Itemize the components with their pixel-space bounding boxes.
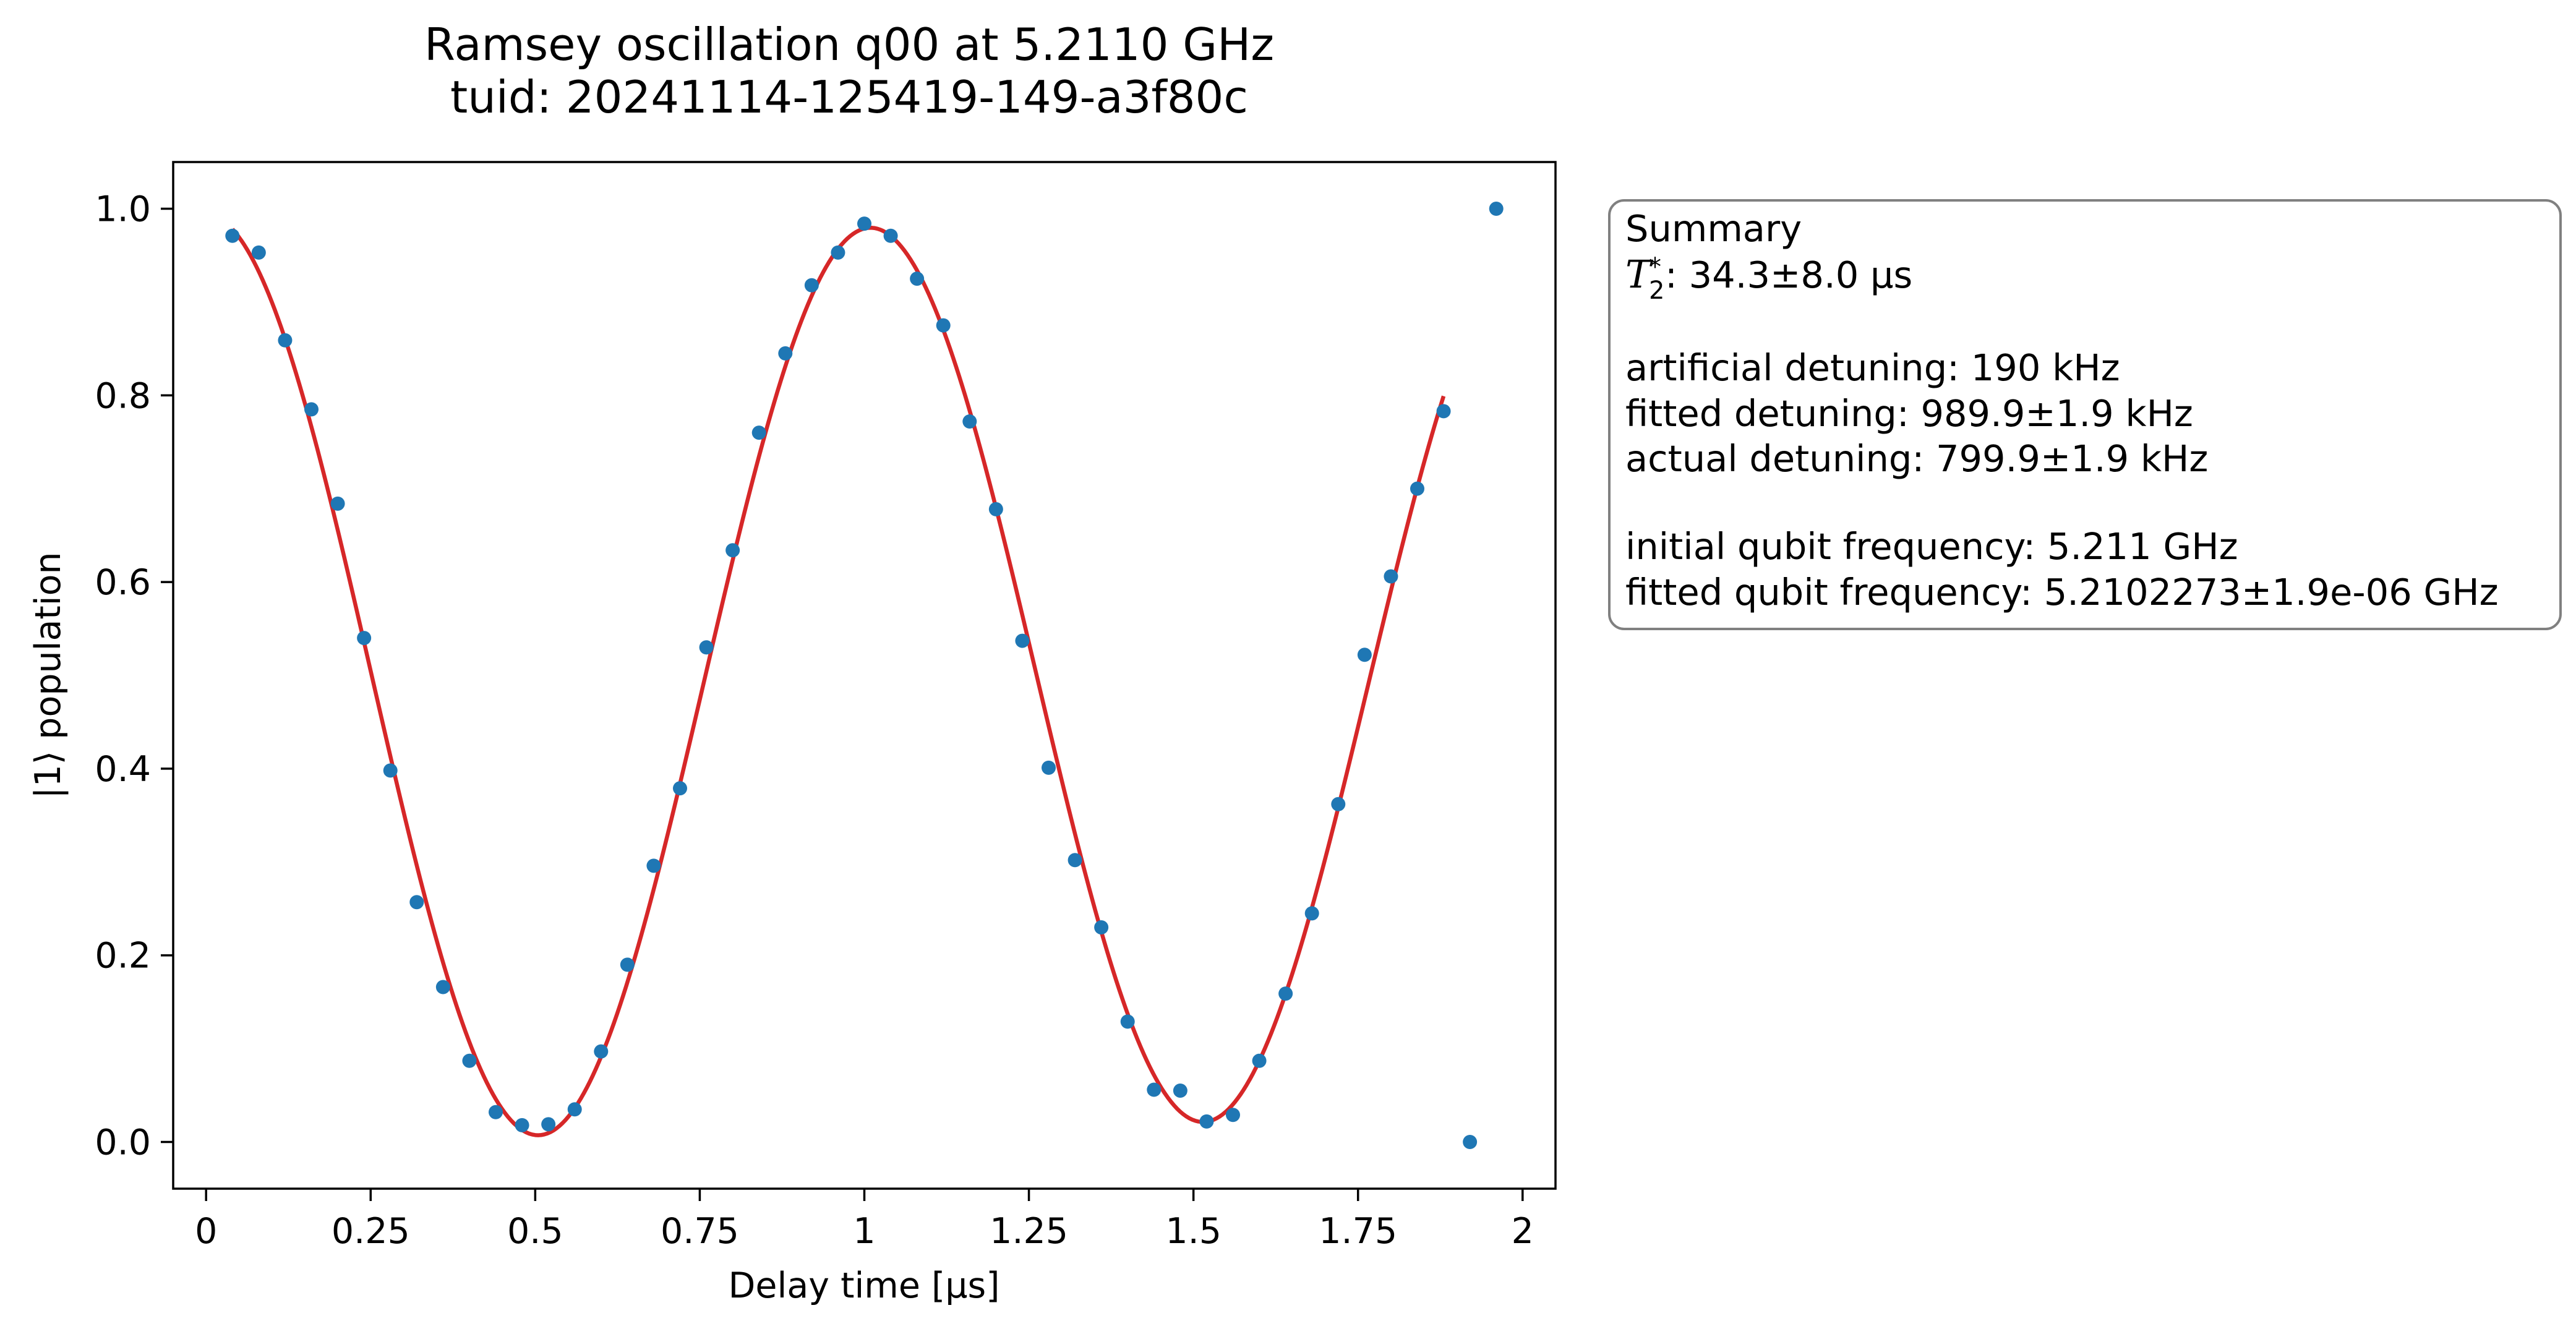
data-point <box>1463 1135 1478 1150</box>
x-tick-label: 2 <box>1512 1211 1534 1252</box>
data-point <box>699 640 714 655</box>
data-point <box>1120 1014 1135 1029</box>
data-point <box>778 346 793 361</box>
data-point <box>936 318 951 333</box>
data-point <box>1278 986 1293 1001</box>
data-point <box>594 1044 609 1059</box>
summary-box-border <box>1608 199 2562 630</box>
t2-subscript: 2 <box>1649 276 1664 305</box>
data-point <box>462 1053 477 1068</box>
x-tick-label: 1.25 <box>990 1211 1068 1252</box>
data-point <box>304 402 319 417</box>
data-point <box>831 245 845 260</box>
data-point <box>278 333 293 348</box>
data-point <box>962 414 977 429</box>
y-axis-label: |1⟩ population <box>28 552 69 798</box>
data-point <box>988 502 1003 516</box>
x-tick-label: 1 <box>853 1211 875 1252</box>
x-tick-label: 0 <box>195 1211 217 1252</box>
x-tick-label: 0.25 <box>332 1211 410 1252</box>
summary-fitted-detuning: fitted detuning: 989.9±1.9 kHz <box>1625 392 2193 435</box>
x-tick-label: 1.5 <box>1165 1211 1222 1252</box>
chart-subtitle: tuid: 20241114-125419-149-a3f80c <box>450 71 1248 123</box>
data-point <box>1436 404 1451 419</box>
summary-fitted-frequency: fitted qubit frequency: 5.2102273±1.9e-0… <box>1625 571 2499 614</box>
data-point <box>646 858 661 873</box>
data-point <box>541 1117 556 1132</box>
y-tick-label: 0.0 <box>95 1122 151 1163</box>
data-point <box>1384 569 1398 584</box>
y-tick-label: 1.0 <box>95 189 151 229</box>
data-point <box>1173 1084 1187 1098</box>
x-tick-label: 0.75 <box>661 1211 739 1252</box>
data-point <box>357 631 372 646</box>
data-point <box>489 1105 503 1119</box>
chart-title: Ramsey oscillation q00 at 5.2110 GHz <box>424 19 1274 71</box>
data-point <box>1304 906 1319 921</box>
data-point <box>567 1102 582 1117</box>
data-point <box>1147 1082 1162 1097</box>
data-point <box>1357 648 1372 662</box>
data-point <box>515 1118 529 1132</box>
y-axis-ticks: 0.0 0.2 0.4 0.6 0.8 1.0 <box>95 189 173 1163</box>
data-point <box>857 216 871 231</box>
summary-t2-line: T 2 * : 34.3±8.0 µs <box>1625 252 1912 305</box>
t2-symbol: T <box>1625 252 1654 297</box>
x-axis-ticks: 0 0.25 0.5 0.75 1 1.25 1.5 1.75 2 <box>195 1189 1534 1252</box>
data-point <box>1199 1114 1214 1129</box>
data-point <box>1410 481 1424 496</box>
data-point <box>673 781 687 796</box>
y-tick-label: 0.2 <box>95 936 151 977</box>
data-point <box>225 228 240 243</box>
data-point <box>1252 1053 1267 1068</box>
data-point <box>1042 760 1056 775</box>
x-axis-label: Delay time [µs] <box>729 1265 1000 1306</box>
x-tick-label: 0.5 <box>507 1211 563 1252</box>
data-point <box>751 425 766 440</box>
y-tick-label: 0.4 <box>95 749 151 790</box>
summary-initial-frequency: initial qubit frequency: 5.211 GHz <box>1625 525 2238 568</box>
data-point <box>330 496 345 511</box>
data-point <box>383 763 398 778</box>
plot-area-frame <box>172 161 1557 1190</box>
summary-actual-detuning: actual detuning: 799.9±1.9 kHz <box>1625 437 2208 480</box>
data-point <box>910 272 925 286</box>
y-tick-label: 0.6 <box>95 562 151 603</box>
t2-value: : 34.3±8.0 µs <box>1665 254 1912 296</box>
y-tick-label: 0.8 <box>95 375 151 416</box>
data-point <box>409 895 424 910</box>
data-point <box>251 245 266 260</box>
data-point <box>620 957 635 972</box>
summary-heading: Summary <box>1625 207 1802 250</box>
t2-superscript: * <box>1649 253 1661 281</box>
data-point <box>725 543 740 558</box>
fit-curve <box>231 226 1446 1137</box>
data-point <box>1226 1108 1240 1122</box>
fit-layer <box>231 226 1446 1137</box>
data-point <box>1331 797 1346 811</box>
data-point <box>435 980 450 994</box>
summary-artificial-detuning: artificial detuning: 190 kHz <box>1625 346 2120 389</box>
data-point <box>1094 920 1109 934</box>
data-point <box>804 278 819 293</box>
summary-box: Summary T 2 * : 34.3±8.0 µs artificial d… <box>1608 199 2562 630</box>
x-tick-label: 1.75 <box>1319 1211 1397 1252</box>
data-point <box>1489 201 1504 216</box>
data-point <box>1015 633 1030 648</box>
data-point <box>1068 853 1082 868</box>
data-point <box>883 228 898 243</box>
data-points-layer <box>225 201 1504 1150</box>
